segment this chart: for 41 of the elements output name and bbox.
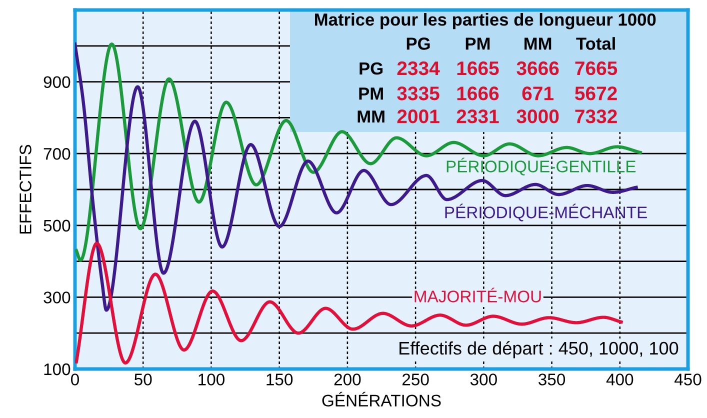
annotation: PG: [360, 62, 383, 75]
x-tick-label: 0: [71, 374, 79, 386]
annotation: 1666: [457, 86, 499, 100]
x-tick-label: 100: [198, 374, 224, 386]
annotation: PM: [466, 38, 490, 50]
y-tick-label: 100: [44, 363, 70, 376]
y-tick-label: 700: [44, 148, 70, 160]
annotation: 3666: [516, 61, 559, 76]
annotation: 2331: [456, 110, 499, 124]
x-axis-title: GÉNÉRATIONS: [322, 392, 441, 406]
x-tick-label: 150: [266, 374, 293, 386]
annotation: 3335: [397, 86, 440, 100]
annotation: 2334: [397, 61, 440, 76]
y-tick-label: 900: [44, 76, 70, 88]
annotation: 2001: [397, 110, 440, 124]
y-tick-label: 500: [44, 220, 70, 232]
annotation: 7332: [575, 110, 617, 124]
annotation: Matrice pour les parties de longueur 1000: [315, 13, 656, 30]
annotation: Total: [576, 37, 615, 50]
series-label: PÉRIODIQUE-GENTILLE: [446, 158, 636, 176]
x-tick-label: 350: [538, 374, 566, 386]
annotation: 3000: [516, 110, 559, 124]
x-tick-label: 200: [334, 374, 361, 386]
x-tick-label: 400: [606, 374, 634, 386]
x-tick-label: 450: [674, 374, 702, 386]
annotation: 5672: [575, 86, 617, 100]
annotation: Effectifs de départ : 450, 1000, 100: [400, 341, 678, 358]
series-label: PÉRIODIQUE-MÉCHANTE: [445, 204, 647, 222]
x-tick-label: 250: [402, 374, 429, 386]
x-tick-label: 300: [470, 374, 497, 386]
annotation: 671: [522, 86, 554, 100]
y-axis-title: EFFECTIFS: [20, 144, 32, 234]
annotation: PG: [406, 38, 430, 50]
series-label: MAJORITÉ-MOU: [414, 288, 541, 302]
annotation: MM: [358, 110, 384, 123]
annotation: PM: [359, 88, 383, 100]
y-tick-label: 300: [44, 292, 70, 304]
annotation: 7665: [575, 61, 618, 76]
x-tick-label: 50: [134, 374, 152, 386]
annotation: 1665: [457, 61, 499, 76]
annotation: MM: [524, 38, 552, 50]
